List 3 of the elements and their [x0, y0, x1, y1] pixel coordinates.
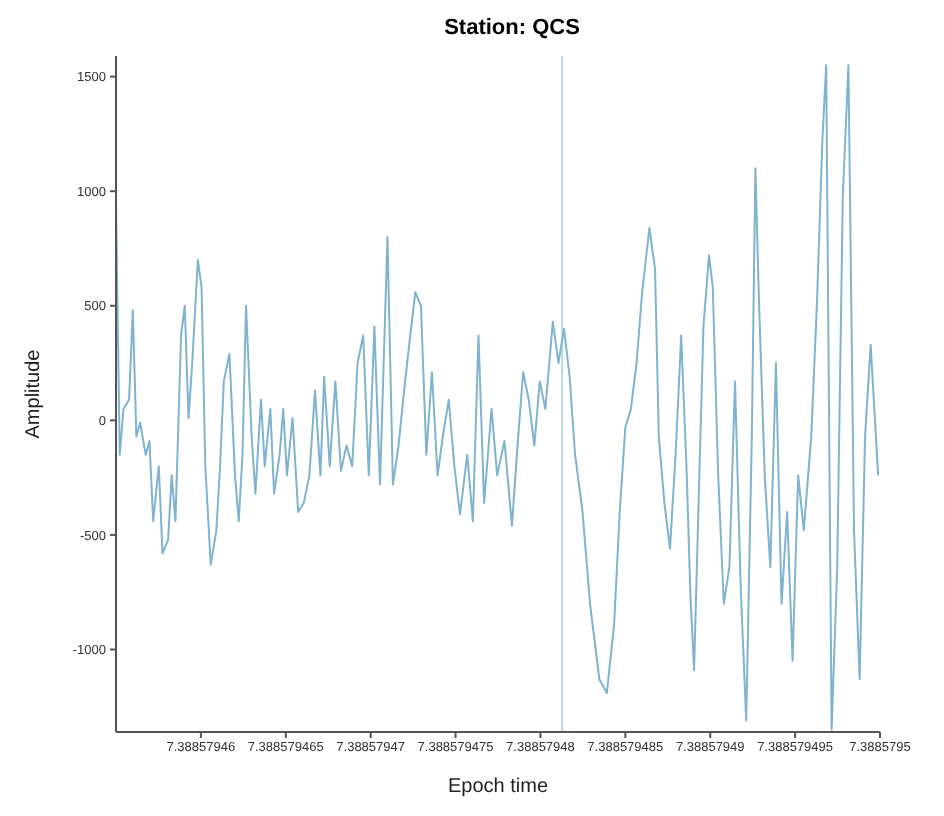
- x-axis-title: Epoch time: [447, 776, 549, 798]
- y-axis-title: Amplitude: [23, 348, 46, 439]
- chart-title: Station: QCS: [442, 16, 582, 44]
